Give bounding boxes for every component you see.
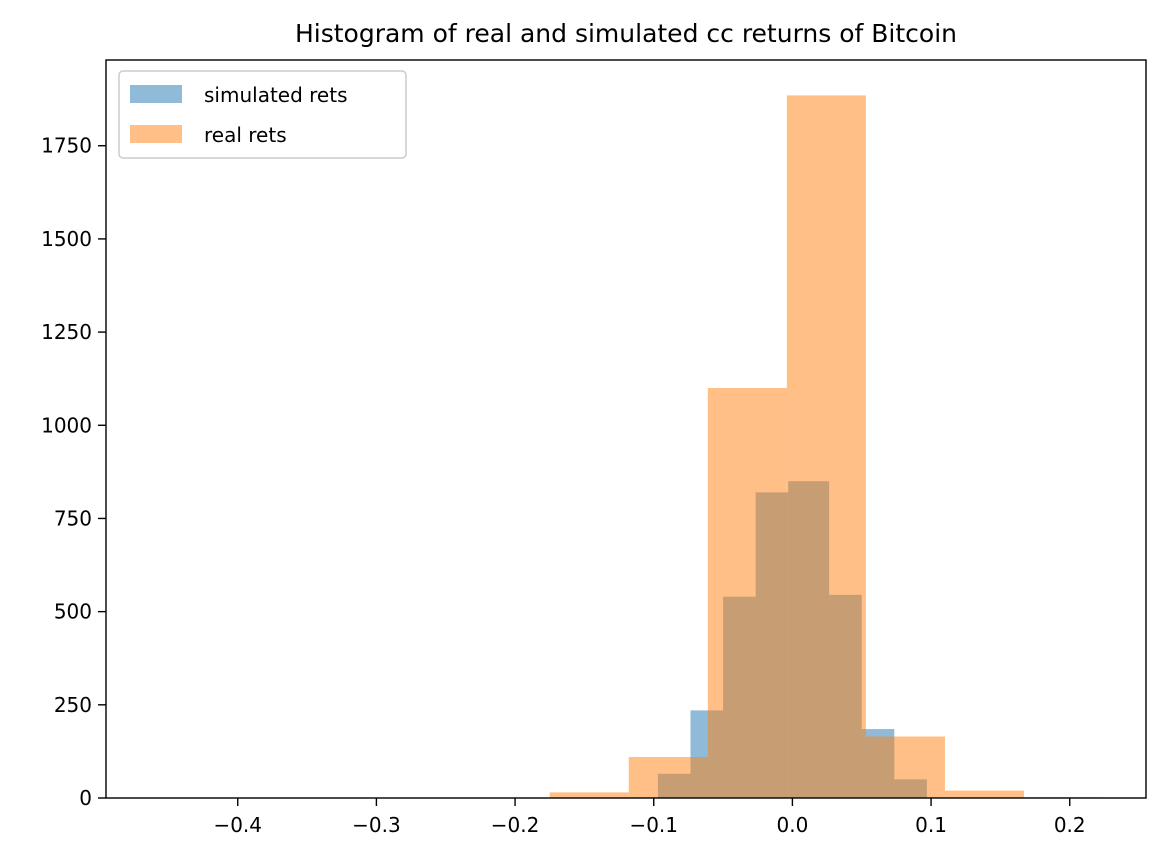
x-tick-label: 0.0 xyxy=(776,813,808,837)
y-tick-label: 1750 xyxy=(41,134,92,158)
legend-swatch-real xyxy=(130,125,182,143)
bar-real-10 xyxy=(944,790,1024,798)
bar-real-6 xyxy=(628,757,708,798)
x-tick-label: −0.4 xyxy=(213,813,262,837)
x-tick-label: 0.1 xyxy=(915,813,947,837)
x-tick-label: −0.3 xyxy=(352,813,401,837)
y-tick-label: 500 xyxy=(54,600,92,624)
y-tick-label: 250 xyxy=(54,693,92,717)
bars-layer xyxy=(154,95,1104,799)
y-tick-label: 0 xyxy=(79,786,92,810)
chart-title: Histogram of real and simulated cc retur… xyxy=(295,19,957,48)
bar-real-7 xyxy=(707,388,787,798)
series-real-rets xyxy=(154,95,1104,799)
x-axis: −0.4 −0.3 −0.2 −0.1 0.0 0.1 0.2 xyxy=(213,798,1086,837)
legend-box xyxy=(118,70,407,159)
x-tick-label: −0.1 xyxy=(629,813,678,837)
y-tick-label: 1250 xyxy=(41,320,92,344)
bar-real-5 xyxy=(549,792,629,798)
legend: simulated rets real rets xyxy=(118,70,407,159)
bar-real-8 xyxy=(786,95,866,799)
legend-label-simulated: simulated rets xyxy=(204,83,348,107)
bar-real-9 xyxy=(865,736,945,798)
y-tick-label: 750 xyxy=(54,506,92,530)
x-tick-label: −0.2 xyxy=(491,813,540,837)
legend-label-real: real rets xyxy=(204,123,287,147)
y-tick-label: 1000 xyxy=(41,413,92,437)
legend-swatch-simulated xyxy=(130,85,182,103)
plot-frame xyxy=(105,59,1147,799)
y-axis: 0 250 500 750 1000 1250 1500 1750 xyxy=(41,134,106,810)
y-tick-label: 1500 xyxy=(41,227,92,251)
x-tick-label: 0.2 xyxy=(1054,813,1086,837)
